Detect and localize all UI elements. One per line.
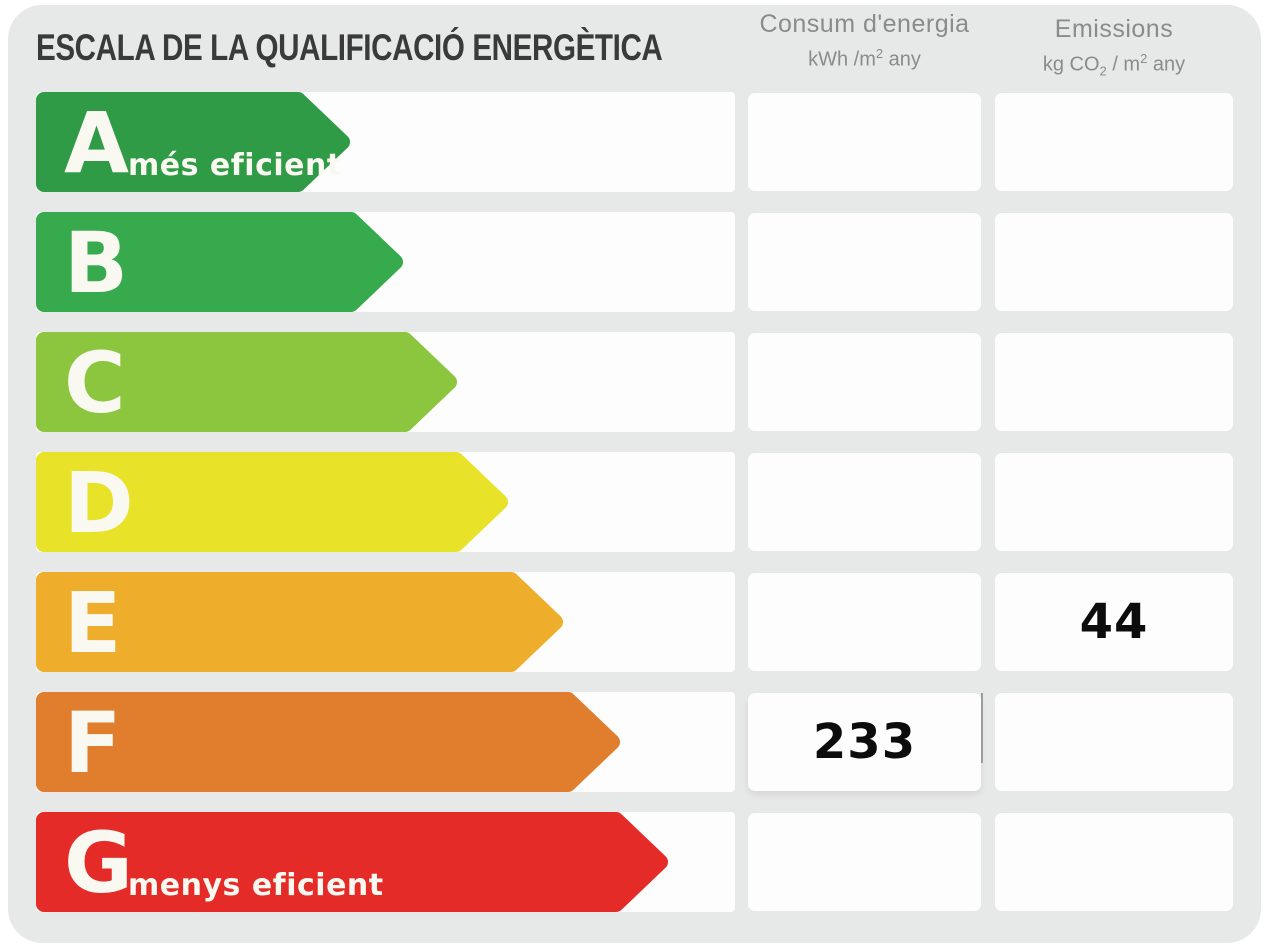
arrow-shape [36, 572, 563, 672]
rating-letter: D [64, 454, 134, 552]
arrow-shape [36, 332, 457, 432]
energy-value-cell [748, 813, 981, 911]
energy-value-cell [748, 333, 981, 431]
emissions-value-cell: 44 [995, 573, 1233, 671]
rating-row-a: A més eficient [0, 92, 1269, 192]
rating-arrow-icon [36, 332, 457, 432]
rating-letter: A [64, 94, 130, 192]
rating-arrow-icon [36, 572, 563, 672]
rating-row-d: D [0, 452, 1269, 552]
arrow-shape [36, 452, 508, 552]
rating-arrow-icon [36, 212, 403, 312]
column-header-emissions: Emissions kg CO2 / m2 any [995, 15, 1233, 79]
rating-row-c: C [0, 332, 1269, 432]
energy-value-cell [748, 453, 981, 551]
rating-tagline: més eficient [128, 148, 342, 183]
emissions-value-cell [995, 813, 1233, 911]
energy-value-cell [748, 213, 981, 311]
rating-arrow-icon [36, 92, 350, 192]
energy-value: 233 [812, 714, 917, 770]
energy-value-cell [748, 573, 981, 671]
energy-value-cell: 233 [748, 693, 983, 791]
energy-header-unit: kWh /m2 any [808, 46, 921, 71]
emissions-value-cell [995, 333, 1233, 431]
arrow-shape [36, 212, 403, 312]
rating-row-b: B [0, 212, 1269, 312]
emissions-header-label: Emissions [1054, 15, 1174, 43]
rating-row-f: F 233 [0, 692, 1269, 792]
emissions-value-cell [995, 213, 1233, 311]
rating-tagline: menys eficient [128, 868, 384, 903]
rating-arrow-icon [36, 812, 668, 912]
rating-arrow-icon [36, 452, 508, 552]
column-header-energy-consumption: Consum d'energia kWh /m2 any [748, 10, 981, 72]
energy-header-label: Consum d'energia [759, 10, 970, 38]
emissions-value: 44 [1079, 594, 1149, 650]
emissions-header-unit: kg CO2 / m2 any [1042, 51, 1186, 79]
rating-letter: B [64, 214, 129, 312]
rating-arrow-icon [36, 692, 620, 792]
arrow-shape [36, 812, 668, 912]
emissions-value-cell [995, 453, 1233, 551]
rating-letter: E [64, 574, 122, 672]
arrow-shape [36, 692, 620, 792]
energy-value-cell [748, 93, 981, 191]
arrow-shape [36, 92, 350, 192]
rating-letter: G [64, 814, 133, 912]
rating-row-g: G menys eficient [0, 812, 1269, 912]
page-title: ESCALA DE LA QUALIFICACIÓ ENERGÈTICA [36, 27, 663, 68]
rating-letter: C [64, 334, 126, 432]
emissions-value-cell [995, 693, 1233, 791]
emissions-value-cell [995, 93, 1233, 191]
rating-row-e: E 44 [0, 572, 1269, 672]
rating-letter: F [64, 694, 122, 792]
